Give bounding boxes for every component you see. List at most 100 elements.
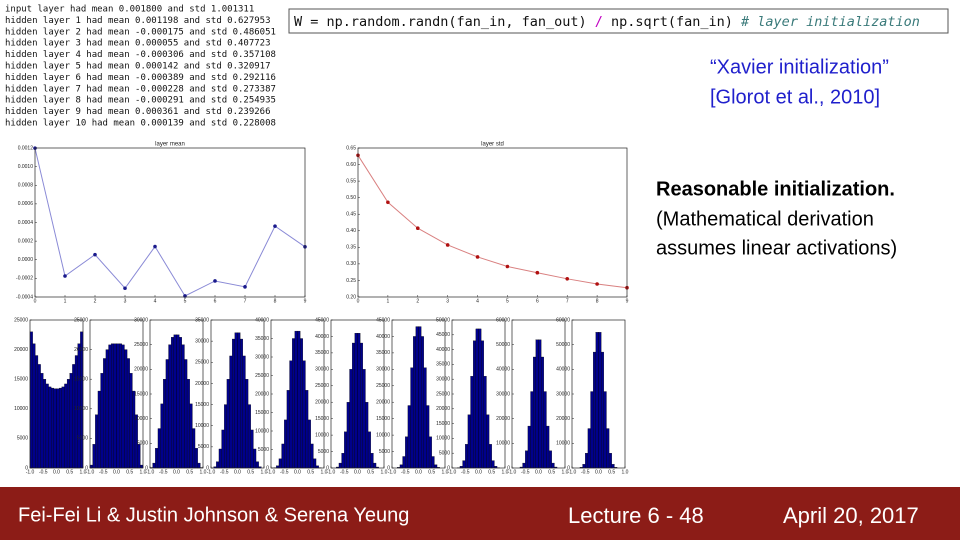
histogram-bar [483,376,487,469]
x-tick-label: -1.0 [26,469,35,475]
x-tick-label: 6 [214,298,217,304]
histogram-bar [423,367,427,469]
plot-frame [511,319,566,469]
x-tick-label: 1 [386,298,389,304]
histogram-bar [354,333,358,469]
x-tick-label: 0.0 [113,469,120,475]
x-tick-label: 9 [304,298,307,304]
log-output: input layer had mean 0.001800 and std 1.… [5,5,276,129]
y-tick-label: -0.0002 [16,276,33,282]
histogram-bar [155,448,159,469]
x-tick-label: 1.0 [442,469,449,475]
x-tick-label: -0.5 [99,469,108,475]
histogram-bar [32,343,36,469]
y-tick-label: 40000 [376,334,390,340]
y-tick-label: 25000 [255,373,269,379]
x-tick-label: 7 [566,298,569,304]
footer-bar [0,487,960,540]
log-line: hidden layer 1 had mean 0.001198 and std… [5,16,271,26]
data-point [243,285,247,289]
y-tick-label: 50000 [496,342,510,348]
histogram-bar [407,405,411,469]
histogram-bar [61,386,65,469]
histogram-bar [362,369,366,469]
y-tick-label: 10000 [134,416,148,422]
y-tick-label: 0.0010 [18,164,34,170]
y-tick-label: 0 [206,465,209,471]
histogram-bar [478,328,482,469]
histogram-bar [299,338,303,469]
charts: layer mean-0.0004-0.00020.00000.00020.00… [14,142,629,475]
histogram-bar [590,391,594,469]
histogram-bar [415,326,419,469]
histogram-bar [89,464,93,469]
code-operator: / [595,14,603,30]
histogram-chart: 0 5000 10000 15000 20000 25000 -1.0 -0.5 0.0 0.5 1… [14,317,87,475]
histogram-bar [462,460,466,469]
x-tick-label: 0 [357,298,360,304]
histogram-chart: 0 10000 20000 30000 40000 50000 60000 -1.0 -0.5 0… [556,317,629,475]
y-tick-label: 30000 [556,391,570,397]
x-tick-label: 1.0 [321,469,328,475]
x-tick-label: -1.0 [267,469,276,475]
histogram-bar [100,373,104,469]
y-tick-label: 60000 [556,317,570,323]
histogram-bar [157,428,161,469]
x-tick-label: 0.0 [595,469,602,475]
histogram-chart: 0 5000 10000 15000 20000 25000 30000 35000 40000… [436,317,509,475]
histogram-bar [606,428,610,469]
y-tick-label: 60000 [496,317,510,323]
y-tick-label: 10000 [315,432,329,438]
histogram-bar [402,456,406,469]
y-tick-label: 5000 [318,449,329,455]
y-tick-label: 40000 [556,367,570,373]
y-tick-label: 50000 [556,342,570,348]
histogram-bar [221,429,225,469]
histogram-bar [611,464,615,469]
y-tick-label: 5000 [379,449,390,455]
histogram-bar [525,450,529,469]
histogram-bar [431,456,435,469]
x-tick-label: 1.0 [562,469,569,475]
footer-authors: Fei-Fei Li & Justin Johnson & Serena Yeu… [18,504,409,526]
y-tick-label: 10000 [74,406,88,412]
histogram-bar [113,343,117,469]
chart-title: layer std [481,142,504,148]
code-comment: # layer initialization [740,14,920,30]
x-tick-label: 9 [626,298,629,304]
plot-frame [330,319,385,469]
histogram-bar [173,334,177,469]
histogram-bar [178,337,182,469]
histogram-bar [181,344,185,469]
histogram-bar [548,450,552,469]
histogram-bar [338,462,342,469]
data-point [445,243,450,247]
histogram-bar [234,332,238,469]
histogram-bar [140,464,144,469]
histogram-bar [530,391,534,469]
histogram-bar [582,464,586,469]
y-tick-label: 25000 [134,342,148,348]
y-tick-label: 20000 [134,367,148,373]
x-tick-label: -1.0 [568,469,577,475]
x-tick-label: 5 [506,298,509,304]
histogram-bar [286,390,290,469]
histogram-bar [405,436,409,469]
y-tick-label: 5000 [258,447,269,453]
histogram-bar [48,386,52,469]
x-tick-label: 0.5 [428,469,435,475]
y-tick-label: 0.0004 [18,220,34,226]
data-point [386,200,390,205]
histogram-bar [302,360,306,469]
histogram-bar [124,349,128,469]
histogram-bar [467,414,471,469]
histogram-bar [45,383,49,469]
log-line: hidden layer 7 had mean -0.000228 and st… [5,84,276,94]
line-chart: layer mean -0.0004 -0.0002 0.0000 0.0002 0.00… [16,142,307,304]
y-tick-label: 0 [85,465,88,471]
histogram-bar [253,448,257,469]
data-point [63,274,67,278]
x-tick-label: 8 [596,298,599,304]
x-tick-label: -1.0 [448,469,457,475]
y-tick-label: 30000 [315,367,329,373]
